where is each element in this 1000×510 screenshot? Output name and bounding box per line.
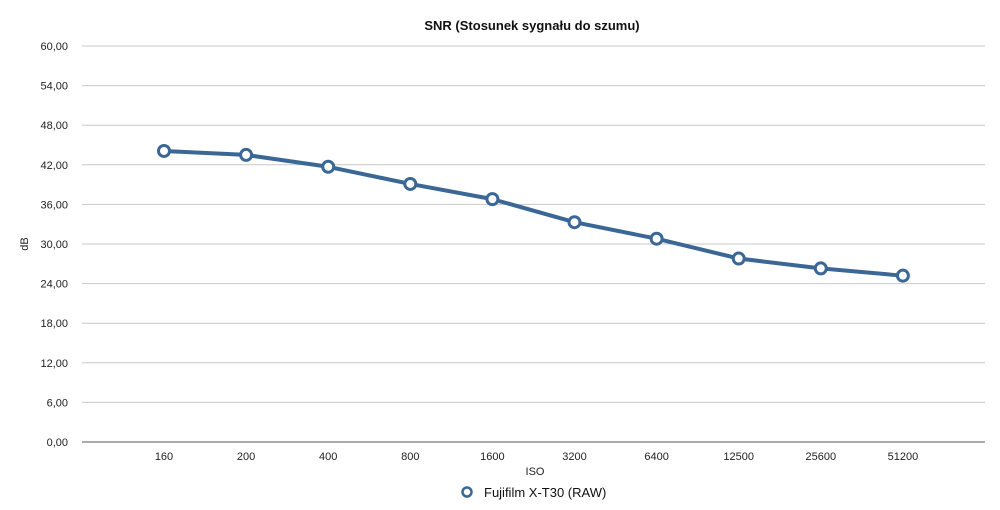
data-point <box>813 261 828 276</box>
x-axis-label: ISO <box>526 466 545 478</box>
data-point <box>895 268 910 283</box>
data-point <box>567 215 582 230</box>
x-tick-label: 3200 <box>562 451 586 463</box>
x-tick-label: 51200 <box>888 451 919 463</box>
x-tick-label: 6400 <box>644 451 668 463</box>
legend-label: Fujifilm X-T30 (RAW) <box>484 485 606 500</box>
y-tick-label: 24,00 <box>40 279 68 291</box>
x-tick-label: 160 <box>155 451 173 463</box>
data-point <box>239 147 254 162</box>
y-tick-label: 12,00 <box>40 358 68 370</box>
data-point <box>321 159 336 174</box>
data-point <box>403 176 418 191</box>
y-tick-label: 54,00 <box>40 81 68 93</box>
y-tick-label: 0,00 <box>47 437 68 449</box>
y-tick-label: 36,00 <box>40 199 68 211</box>
x-tick-label: 800 <box>401 451 419 463</box>
y-tick-label: 42,00 <box>40 160 68 172</box>
data-point <box>485 192 500 207</box>
y-tick-label: 48,00 <box>40 120 68 132</box>
series-layer <box>157 143 910 283</box>
y-tick-labels: 0,00 6,00 12,00 18,00 24,00 30,00 36,00 42,00 48… <box>40 41 68 449</box>
data-point <box>731 251 746 266</box>
data-point <box>157 143 171 158</box>
x-tick-label: 25600 <box>806 451 837 463</box>
y-tick-label: 60,00 <box>40 41 68 53</box>
x-tick-label: 200 <box>237 451 255 463</box>
data-point <box>649 231 664 246</box>
x-tick-label: 1600 <box>480 451 504 463</box>
x-tick-label: 12500 <box>723 451 754 463</box>
legend-marker <box>461 486 473 498</box>
legend: Fujifilm X-T30 (RAW) <box>461 485 606 500</box>
y-tick-label: 30,00 <box>40 239 68 251</box>
grid-layer <box>82 45 985 443</box>
y-tick-label: 6,00 <box>47 397 68 409</box>
x-tick-labels: 160 200 400 800 1600 3200 6400 12500 25600 51200 <box>155 451 918 463</box>
y-axis-label: dB <box>19 237 31 250</box>
x-tick-label: 400 <box>319 451 337 463</box>
series-line <box>162 148 905 278</box>
chart-title: SNR (Stosunek sygnału do szumu) <box>424 18 639 33</box>
y-tick-label: 18,00 <box>40 318 68 330</box>
